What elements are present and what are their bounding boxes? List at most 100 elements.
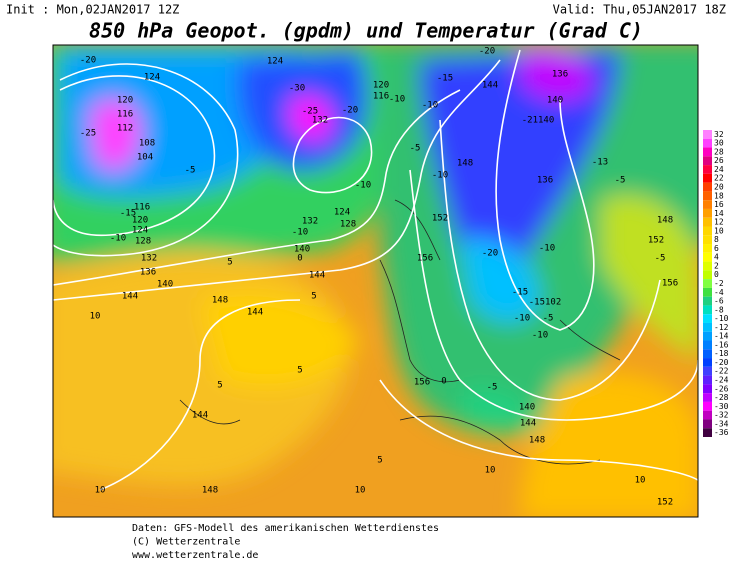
scale-label: 30 xyxy=(714,139,724,148)
contour-label: 0 xyxy=(441,377,446,387)
scale-swatch xyxy=(703,279,712,288)
contour-label: 10 xyxy=(355,486,366,496)
scale-swatch xyxy=(703,322,712,332)
scale-label: -30 xyxy=(714,402,729,411)
contour-label: 108 xyxy=(139,139,155,149)
scale-label: 10 xyxy=(714,226,724,235)
scale-label: 20 xyxy=(714,183,724,192)
scale-swatch xyxy=(703,130,712,139)
contour-label: 148 xyxy=(212,296,228,306)
scale-label: -26 xyxy=(714,384,729,393)
scale-label: 6 xyxy=(714,244,719,253)
contour-label: 116 xyxy=(134,203,150,213)
contour-label: -15102 xyxy=(529,298,562,308)
contour-label: 156 xyxy=(662,279,678,289)
contour-label: 152 xyxy=(657,498,673,508)
contour-label: -5 xyxy=(655,254,666,264)
scale-label: -10 xyxy=(714,314,729,323)
scale-label: -34 xyxy=(714,419,729,428)
scale-label: 16 xyxy=(714,200,724,209)
contour-label: 10 xyxy=(635,476,646,486)
scale-swatch xyxy=(703,191,712,201)
contour-label: 148 xyxy=(657,216,673,226)
scale-swatch xyxy=(703,340,712,350)
footer: Daten: GFS-Modell des amerikanischen Wet… xyxy=(132,523,439,561)
contour-label: 144 xyxy=(192,411,208,421)
scale-label: 14 xyxy=(714,209,724,218)
scale-label: 24 xyxy=(714,165,724,174)
contour-label: -10 xyxy=(514,314,530,324)
contour-label: 120 xyxy=(117,96,133,106)
scale-label: -12 xyxy=(714,323,729,332)
contour-label: 156 xyxy=(414,378,430,388)
contour-label: 144 xyxy=(247,308,263,318)
scale-swatch xyxy=(703,217,712,227)
contour-label: 5 xyxy=(227,258,232,268)
contour-label: 136 xyxy=(537,176,553,186)
scale-swatch xyxy=(703,419,712,429)
scale-swatch xyxy=(703,244,712,253)
contour-label: 10 xyxy=(95,486,106,496)
contour-label: 144 xyxy=(122,292,138,302)
contour-label: -15 xyxy=(512,288,528,298)
scale-swatch xyxy=(703,393,712,402)
scale-label: -32 xyxy=(714,411,729,420)
contour-label: -20 xyxy=(479,47,495,57)
contour-label: 144 xyxy=(520,419,536,429)
contour-label: 124 xyxy=(144,73,160,83)
scale-swatch xyxy=(703,296,712,306)
contour-label: 148 xyxy=(457,159,473,169)
contour-label: 132 xyxy=(141,254,157,264)
contour-label: 132 xyxy=(312,116,328,126)
contour-label: 140 xyxy=(294,245,310,255)
contour-label: 104 xyxy=(137,153,153,163)
contour-label: 124 xyxy=(334,208,350,218)
scale-label: -20 xyxy=(714,358,729,367)
contour-label: 116 xyxy=(117,110,133,120)
contour-label: -5 xyxy=(487,383,498,393)
scale-label: -28 xyxy=(714,393,729,402)
contour-label: 148 xyxy=(202,486,218,496)
contour-label: -10 xyxy=(110,234,126,244)
contour-label: 120 xyxy=(132,216,148,226)
scale-swatch xyxy=(703,252,712,262)
contour-label: 124 xyxy=(267,57,283,67)
scale-label: 32 xyxy=(714,130,724,139)
scale-swatch xyxy=(703,226,712,236)
scale-swatch xyxy=(703,314,712,323)
contour-label: 5 xyxy=(297,366,302,376)
contour-label: -5 xyxy=(543,314,554,324)
contour-label: -20 xyxy=(482,249,498,259)
contour-label: 148 xyxy=(529,436,545,446)
contour-label: 140 xyxy=(157,280,173,290)
scale-label: 8 xyxy=(714,235,719,244)
contour-label: -30 xyxy=(289,84,305,94)
scale-label: -24 xyxy=(714,375,729,384)
scale-label: -6 xyxy=(714,297,724,306)
scale-label: 18 xyxy=(714,191,724,200)
scale-label: 22 xyxy=(714,174,724,183)
contour-label: 10 xyxy=(485,466,496,476)
scale-swatch xyxy=(703,182,712,192)
contour-label: -25 xyxy=(80,129,96,139)
scale-swatch xyxy=(703,287,712,297)
scale-swatch xyxy=(703,428,712,437)
scale-swatch xyxy=(703,147,712,157)
footer-line: www.wetterzentrale.de xyxy=(132,550,258,561)
init-time: Init : Mon,02JAN2017 12Z xyxy=(6,3,179,17)
contour-label: 136 xyxy=(140,268,156,278)
contour-label: -5 xyxy=(185,166,196,176)
contour-label: -10 xyxy=(292,228,308,238)
contour-label: 144 xyxy=(309,271,325,281)
contour-label: 152 xyxy=(648,236,664,246)
scale-swatch xyxy=(703,349,712,359)
scale-label: -8 xyxy=(714,305,724,314)
contour-label: 152 xyxy=(432,214,448,224)
scale-label: 2 xyxy=(714,261,719,270)
contour-label: 140 xyxy=(519,403,535,413)
contour-label: 5 xyxy=(377,456,382,466)
map xyxy=(53,45,698,517)
scale-label: -18 xyxy=(714,349,729,358)
